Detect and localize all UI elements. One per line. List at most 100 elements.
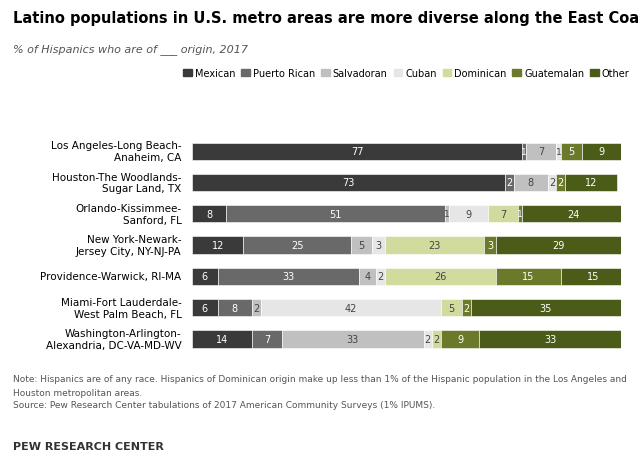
Text: 6: 6 [202,272,208,282]
Bar [557,143,561,161]
Bar [192,299,218,317]
Text: 23: 23 [428,241,440,251]
Text: 25: 25 [291,241,303,251]
Text: 26: 26 [435,272,447,282]
Bar [561,268,625,285]
Bar [351,237,372,254]
Text: Note: Hispanics are of any race. Hispanics of Dominican origin make up less than: Note: Hispanics are of any race. Hispani… [13,374,627,383]
Text: 12: 12 [212,241,224,251]
Bar [192,237,243,254]
Text: Houston metropolitan areas.: Houston metropolitan areas. [13,388,142,397]
Bar [479,330,621,348]
Bar [252,299,260,317]
Bar [372,237,385,254]
Bar [441,299,462,317]
Text: 14: 14 [216,334,228,344]
Bar [548,174,557,192]
Text: 24: 24 [568,209,580,219]
Text: 15: 15 [587,272,599,282]
Text: 7: 7 [538,147,545,157]
Bar [192,206,227,223]
Bar [557,174,565,192]
Bar [385,268,497,285]
Bar [484,237,497,254]
Text: 2: 2 [378,272,384,282]
Bar [471,299,621,317]
Text: 8: 8 [528,178,534,188]
Text: 4: 4 [365,272,371,282]
Bar [359,268,376,285]
Bar [282,330,424,348]
Text: 9: 9 [598,147,605,157]
Bar [385,237,484,254]
Text: 1: 1 [522,147,527,157]
Bar [522,206,625,223]
Text: 2: 2 [549,178,556,188]
Text: 1: 1 [517,210,523,219]
Text: 8: 8 [206,209,212,219]
Text: 51: 51 [330,209,342,219]
Bar [192,143,522,161]
Bar [582,143,621,161]
Text: 2: 2 [433,334,440,344]
Text: 3: 3 [376,241,381,251]
Text: 5: 5 [568,147,575,157]
Bar [260,299,441,317]
Text: 9: 9 [465,209,472,219]
Text: 15: 15 [522,272,535,282]
Bar [192,174,505,192]
Text: Latino populations in U.S. metro areas are more diverse along the East Coast: Latino populations in U.S. metro areas a… [13,11,640,27]
Bar [227,206,445,223]
Text: 33: 33 [347,334,359,344]
Text: 2: 2 [506,178,513,188]
Bar [445,206,449,223]
Text: PEW RESEARCH CENTER: PEW RESEARCH CENTER [13,441,164,451]
Bar [376,268,385,285]
Legend: Mexican, Puerto Rican, Salvadoran, Cuban, Dominican, Guatemalan, Other: Mexican, Puerto Rican, Salvadoran, Cuban… [184,69,629,79]
Text: 33: 33 [544,334,556,344]
Text: 2: 2 [557,178,564,188]
Text: 9: 9 [457,334,463,344]
Bar [522,143,527,161]
Text: 73: 73 [342,178,355,188]
Bar [218,299,252,317]
Text: 5: 5 [358,241,365,251]
Bar [561,143,582,161]
Text: 1: 1 [556,147,561,157]
Bar [192,268,218,285]
Bar [462,299,471,317]
Bar [192,330,252,348]
Text: 5: 5 [448,303,454,313]
Text: 2: 2 [253,303,259,313]
Bar [518,206,522,223]
Text: 33: 33 [282,272,294,282]
Bar [252,330,282,348]
Text: 35: 35 [540,303,552,313]
Text: 42: 42 [344,303,357,313]
Bar [527,143,556,161]
Bar [497,268,561,285]
Text: 8: 8 [232,303,238,313]
Bar [513,174,548,192]
Bar [218,268,359,285]
Text: 7: 7 [264,334,270,344]
Text: 6: 6 [202,303,208,313]
Bar [424,330,432,348]
Bar [505,174,513,192]
Text: 7: 7 [500,209,506,219]
Text: 2: 2 [463,303,470,313]
Bar [243,237,351,254]
Text: % of Hispanics who are of ___ origin, 2017: % of Hispanics who are of ___ origin, 20… [13,44,248,55]
Text: 3: 3 [487,241,493,251]
Bar [497,237,621,254]
Text: 12: 12 [584,178,597,188]
Bar [565,174,616,192]
Text: 1: 1 [444,210,450,219]
Text: 77: 77 [351,147,364,157]
Bar [449,206,488,223]
Bar [441,330,479,348]
Bar [488,206,518,223]
Text: Source: Pew Research Center tabulations of 2017 American Community Surveys (1% I: Source: Pew Research Center tabulations … [13,400,435,409]
Text: 29: 29 [552,241,565,251]
Text: 2: 2 [425,334,431,344]
